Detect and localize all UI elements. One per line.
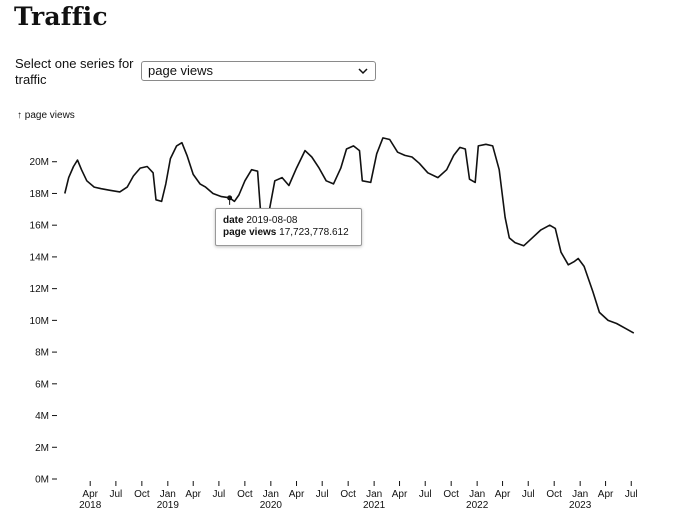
y-axis-label: ↑ page views (17, 110, 75, 121)
x-tick-label: Apr (82, 489, 98, 500)
x-tick-year-label: 2023 (569, 500, 592, 511)
x-tick-label: Jan (469, 489, 485, 500)
y-tick-label: 8M (35, 348, 49, 359)
series-line-page-views (64, 137, 635, 334)
y-tick-label: 20M (30, 157, 49, 168)
x-tick-year-label: 2021 (363, 500, 386, 511)
x-tick-label: Jan (160, 489, 176, 500)
y-tick-label: 0M (35, 475, 49, 486)
series-select-label: Select one series for traffic (15, 56, 134, 87)
x-tick-label: Apr (392, 489, 408, 500)
y-tick-label: 2M (35, 443, 49, 454)
line-chart-svg[interactable]: ↑ page views 0M 2M 4M 6M 8M 10M 12M 14M 16M 18M 20… (0, 100, 680, 519)
x-tick-label: Jul (109, 489, 122, 500)
page-title: Traffic (14, 2, 108, 31)
x-tick-label: Jul (419, 489, 432, 500)
x-tick-year-label: 2020 (260, 500, 283, 511)
x-tick-label: Apr (495, 489, 511, 500)
x-tick-label: Jan (263, 489, 279, 500)
x-tick-label: Oct (443, 489, 459, 500)
y-tick-label: 12M (30, 284, 49, 295)
series-select[interactable]: page views (141, 61, 376, 81)
y-tick-label: 4M (35, 411, 49, 422)
tooltip-value-value: 17,723,778.612 (279, 227, 349, 238)
x-tick-label: Apr (185, 489, 201, 500)
x-tick-label: Apr (598, 489, 614, 500)
series-select-value: page views (148, 63, 214, 78)
x-tick-label: Jul (522, 489, 535, 500)
tooltip: date 2019-08-08 page views 17,723,778.61… (215, 208, 362, 246)
chevron-down-icon (358, 68, 368, 75)
x-tick-year-label: 2022 (466, 500, 489, 511)
x-tick-year-label: 2018 (79, 500, 102, 511)
x-tick-label: Jul (213, 489, 226, 500)
y-tick-label: 10M (30, 316, 49, 327)
tooltip-value-key: page views (223, 227, 277, 238)
x-tick-label: Oct (546, 489, 562, 500)
x-tick-label: Jan (572, 489, 588, 500)
y-tick-label: 6M (35, 379, 49, 390)
x-tick-label: Jan (366, 489, 382, 500)
tooltip-date-value: 2019-08-08 (246, 215, 298, 226)
x-tick-label: Oct (340, 489, 356, 500)
traffic-chart[interactable]: ↑ page views 0M 2M 4M 6M 8M 10M 12M 14M 16M 18M 20… (0, 100, 680, 519)
x-tick-year-label: 2019 (157, 500, 180, 511)
y-tick-label: 18M (30, 189, 49, 200)
x-tick-label: Jul (625, 489, 638, 500)
tooltip-date-key: date (223, 215, 244, 226)
x-tick-label: Oct (134, 489, 150, 500)
y-tick-label: 14M (30, 252, 49, 263)
x-tick-label: Apr (289, 489, 305, 500)
hover-point (227, 195, 233, 201)
x-tick-label: Jul (316, 489, 329, 500)
y-axis: 0M 2M 4M 6M 8M 10M 12M 14M 16M 18M 20M (30, 157, 57, 486)
y-tick-label: 16M (30, 221, 49, 232)
x-tick-label: Oct (237, 489, 253, 500)
